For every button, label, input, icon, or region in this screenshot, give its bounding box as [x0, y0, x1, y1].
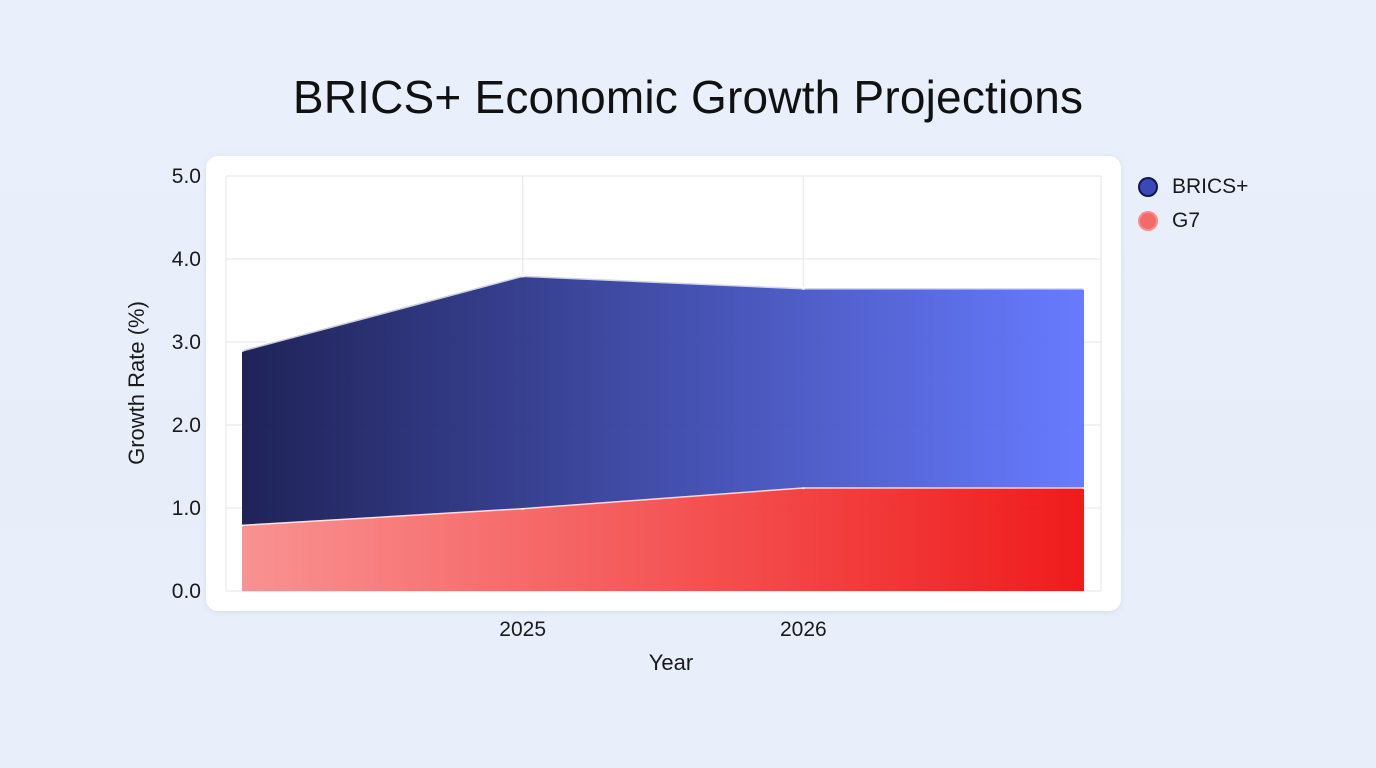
y-tick-label: 2.0	[172, 414, 201, 437]
y-tick-label: 4.0	[172, 248, 201, 271]
point-brics	[520, 273, 525, 278]
legend-swatch-g7	[1138, 211, 1158, 231]
y-tick-label: 1.0	[172, 497, 201, 520]
chart-title: BRICS+ Economic Growth Projections	[292, 71, 1084, 123]
legend-label-brics: BRICS+	[1172, 175, 1249, 198]
y-tick-label: 3.0	[172, 331, 201, 354]
y-tick-label: 5.0	[172, 165, 201, 188]
point-brics	[801, 286, 806, 291]
point-brics	[240, 348, 244, 353]
legend-swatch-brics	[1138, 177, 1158, 197]
series-areas	[240, 273, 1086, 591]
y-axis-ticks: 0.0 1.0 2.0 3.0 4.0 5.0	[172, 165, 201, 603]
x-axis-ticks: 2025 2026	[499, 618, 826, 641]
x-axis-label: Year	[649, 650, 693, 675]
x-tick-label: 2025	[499, 618, 546, 641]
legend-item-brics: BRICS+	[1138, 170, 1248, 204]
legend-item-g7: G7	[1138, 204, 1248, 238]
x-tick-label: 2026	[780, 618, 827, 641]
legend-label-g7: G7	[1172, 209, 1201, 232]
area-edge-brics	[241, 274, 1084, 352]
y-axis-label: Growth Rate (%)	[124, 301, 149, 465]
y-tick-label: 0.0	[172, 580, 201, 603]
point-brics	[1082, 286, 1086, 291]
legend: BRICS+ G7	[1138, 170, 1248, 238]
area-brics	[242, 275, 1084, 525]
